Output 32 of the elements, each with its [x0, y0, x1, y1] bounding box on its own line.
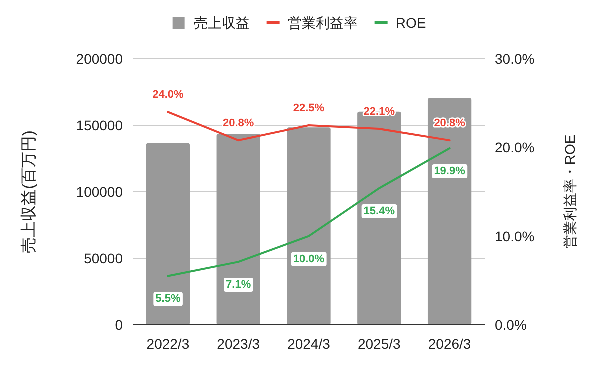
bar [216, 134, 260, 325]
y-axis-title: 売上収益(百万円) [20, 130, 38, 254]
bar [146, 143, 190, 325]
data-label: 24.0% [152, 89, 184, 102]
legend-label: ROE [396, 15, 426, 31]
y2-tick-label: 0.0% [495, 317, 527, 333]
y2-tick-label: 10.0% [495, 228, 535, 244]
data-label: 22.5% [293, 102, 325, 114]
bar [428, 98, 472, 325]
y-tick-label: 0 [115, 317, 124, 333]
y-tick-label: 150000 [76, 118, 124, 134]
x-tick-label: 2026/3 [428, 336, 472, 352]
data-label: 20.8% [434, 118, 466, 130]
y2-tick-label: 20.0% [495, 140, 535, 156]
data-label: 20.8% [223, 118, 254, 130]
x-tick-label: 2024/3 [288, 336, 331, 352]
data-label: 5.5% [156, 293, 181, 306]
data-label: 10.0% [293, 253, 325, 266]
y2-tick-label: 30.0% [495, 51, 535, 67]
bar [287, 128, 331, 325]
x-tick-label: 2025/3 [358, 336, 402, 352]
y-tick-label: 50000 [84, 250, 124, 266]
legend-label: 売上収益 [194, 15, 250, 31]
legend-label: 営業利益率 [288, 15, 358, 31]
data-label: 7.1% [226, 279, 252, 292]
y-tick-label: 200000 [76, 51, 124, 67]
data-label: 15.4% [364, 205, 396, 218]
x-tick-label: 2023/3 [217, 336, 260, 352]
y-tick-label: 100000 [76, 184, 124, 200]
y2-axis-title: 営業利益率・ROE [562, 134, 578, 250]
x-tick-label: 2022/3 [146, 336, 190, 352]
data-label: 19.9% [434, 166, 466, 178]
